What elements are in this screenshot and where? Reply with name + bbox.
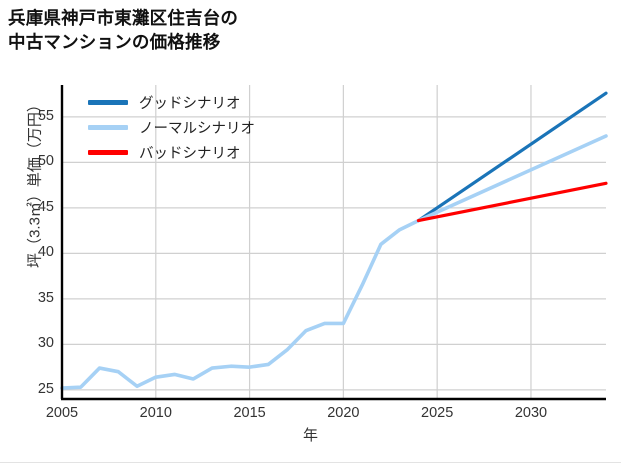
- footer-divider: [0, 462, 621, 463]
- legend-item-good[interactable]: グッドシナリオ: [88, 90, 255, 115]
- legend-label-normal: ノーマルシナリオ: [139, 121, 255, 137]
- legend-item-normal[interactable]: ノーマルシナリオ: [88, 115, 255, 140]
- x-tick-label-2020: 2020: [327, 405, 360, 421]
- x-tick-label-2015: 2015: [233, 405, 266, 421]
- x-tick-label-2030: 2030: [514, 405, 548, 421]
- y-tick-label-30: 30: [37, 335, 54, 352]
- y-tick-label-50: 50: [37, 153, 54, 170]
- y-tick-label-35: 35: [37, 289, 54, 306]
- legend-item-bad[interactable]: バッドシナリオ: [88, 140, 255, 165]
- legend-label-bad: バッドシナリオ: [139, 146, 241, 162]
- page-title: 兵庫県神戸市東灘区住吉台の 中古マンションの価格推移: [8, 8, 239, 53]
- legend-swatch-good-icon: [88, 100, 128, 105]
- chart-legend: グッドシナリオ ノーマルシナリオ バッドシナリオ: [88, 90, 255, 165]
- x-tick-label-2005: 2005: [45, 405, 79, 421]
- y-tick-label-55: 55: [37, 107, 54, 124]
- y-axis-label: 坪（3.3㎡）単価（万円）: [26, 97, 44, 268]
- y-tick-label-25: 25: [37, 380, 54, 397]
- x-tick-label-2025: 2025: [421, 405, 454, 421]
- x-axis-label: 年: [302, 427, 318, 444]
- legend-swatch-normal-icon: [88, 125, 128, 130]
- y-tick-label-45: 45: [37, 198, 54, 215]
- y-tick-label-40: 40: [37, 244, 54, 261]
- legend-label-good: グッドシナリオ: [139, 96, 241, 112]
- x-tick-label-2010: 2010: [139, 405, 172, 421]
- legend-swatch-bad-icon: [88, 150, 128, 155]
